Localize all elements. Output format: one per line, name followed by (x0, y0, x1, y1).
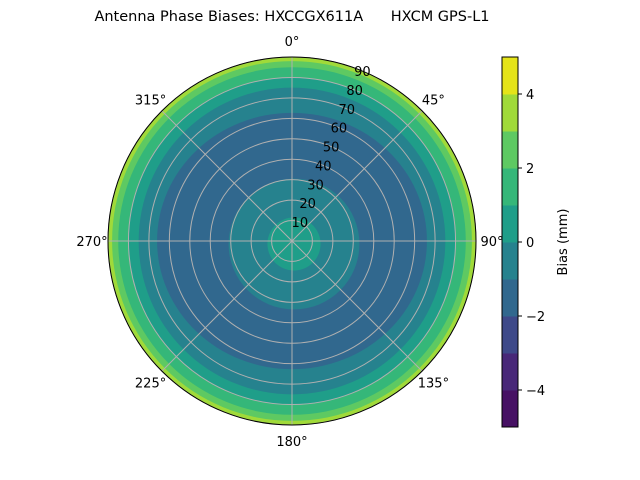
colorbar-segment (502, 94, 518, 132)
radial-tick-label: 60 (331, 122, 348, 137)
angular-tick-label: 315° (135, 94, 166, 109)
colorbar-segment (502, 131, 518, 169)
colorbar-segment (502, 242, 518, 280)
colorbar-segment (502, 353, 518, 391)
angular-tick-label: 135° (418, 376, 449, 391)
radial-tick-label: 80 (346, 84, 363, 99)
colorbar-tick-label: −2 (526, 310, 545, 325)
colorbar-segment (502, 279, 518, 317)
angular-gridline (291, 110, 423, 242)
radial-tick-label: 90 (354, 65, 371, 80)
colorbar-tick-label: −4 (526, 384, 545, 399)
radial-tick-label: 70 (338, 103, 355, 118)
angular-tick-label: 45° (422, 94, 445, 109)
colorbar-segment (502, 316, 518, 354)
colorbar-tick-label: 2 (526, 162, 534, 177)
angular-gridline (161, 240, 293, 372)
radial-tick-label: 20 (299, 197, 316, 212)
radial-tick-label: 50 (323, 141, 340, 156)
colorbar-tick-label: 0 (526, 236, 534, 251)
angular-tick-label: 270° (76, 235, 107, 250)
angular-tick-label: 90° (480, 235, 503, 250)
radial-tick-label: 10 (292, 216, 309, 231)
colorbar-segment (502, 168, 518, 206)
polar-frame (107, 56, 477, 426)
radial-tick-label: 30 (307, 178, 324, 193)
angular-gridline (291, 240, 423, 372)
angular-tick-label: 0° (285, 35, 300, 50)
colorbar-segment (502, 390, 518, 428)
radial-tick-label: 40 (315, 159, 332, 174)
angular-gridline (161, 110, 293, 242)
colorbar-tick-label: 4 (526, 88, 534, 103)
angular-tick-label: 180° (276, 435, 307, 450)
chart-title: Antenna Phase Biases: HXCCGX611A HXCM GP… (94, 9, 490, 25)
colorbar-segment (502, 205, 518, 243)
colorbar-label: Bias (mm) (556, 209, 571, 276)
angular-tick-label: 225° (135, 376, 166, 391)
contour-band (267, 217, 321, 271)
colorbar-segment (502, 57, 518, 95)
